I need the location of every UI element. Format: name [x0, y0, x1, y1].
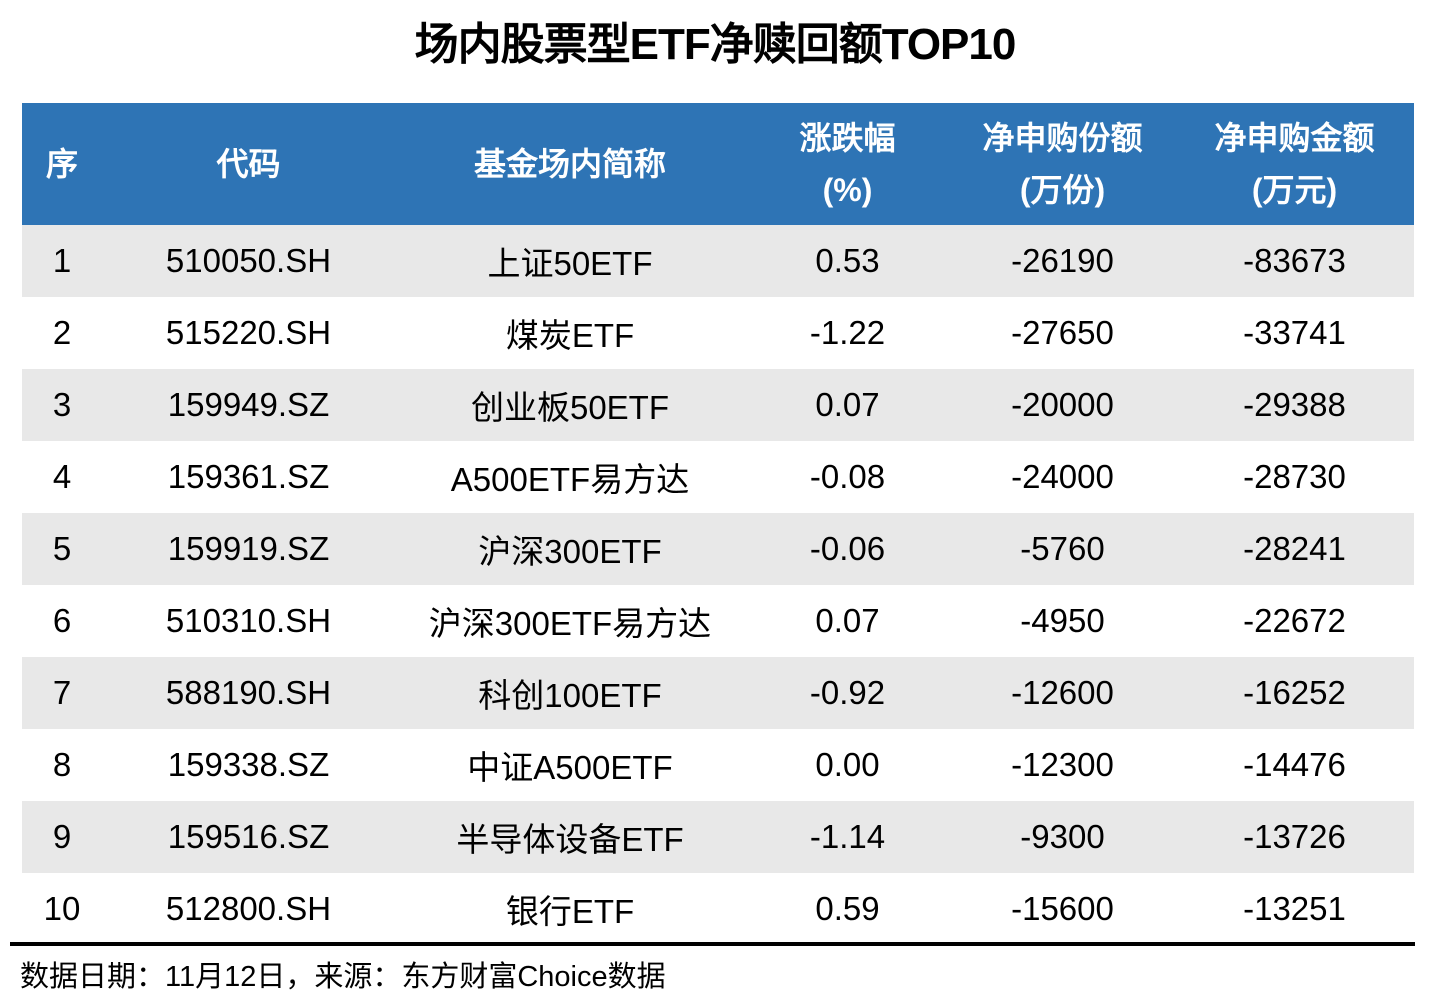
cell-change-pct: -0.08	[809, 458, 886, 495]
header-row: 序 代码 基金场内简称 涨跌幅 (%) 净申购份额 (万份) 净申购金额 (万	[22, 103, 1414, 225]
cell-net-amount: -28730	[1243, 458, 1346, 495]
footer-divider-rule	[10, 942, 1415, 946]
cell-rank: 7	[52, 674, 72, 711]
col-header-fund-name-label: 基金场内简称	[473, 146, 666, 182]
cell-rank: 2	[52, 314, 72, 351]
cell-code: 159361.SZ	[167, 458, 330, 495]
col-header-change-pct-unit: (%)	[822, 172, 873, 208]
cell-net-shares: -5760	[1020, 530, 1105, 567]
col-header-net-shares-unit: (万份)	[1019, 172, 1106, 208]
cell-change-pct: -0.06	[809, 530, 886, 567]
col-header-net-shares-label: 净申购份额	[982, 120, 1143, 156]
cell-fund-name: 银行ETF	[505, 893, 635, 930]
cell-fund-name: 煤炭ETF	[505, 317, 635, 354]
cell-change-pct: 0.00	[815, 746, 880, 783]
cell-change-pct: -1.14	[809, 818, 886, 855]
etf-redemption-table: 序 代码 基金场内简称 涨跌幅 (%) 净申购份额 (万份) 净申购金额 (万	[22, 103, 1414, 945]
cell-net-shares: -27650	[1011, 314, 1114, 351]
cell-code: 159338.SZ	[167, 746, 330, 783]
col-header-rank: 序	[22, 103, 102, 225]
col-header-net-amount-unit: (万元)	[1251, 172, 1338, 208]
table-row: 8 159338.SZ 中证A500ETF 0.00 -12300 -14476	[22, 729, 1414, 801]
col-header-code-label: 代码	[216, 146, 281, 182]
table-row: 1 510050.SH 上证50ETF 0.53 -26190 -83673	[22, 225, 1414, 297]
cell-rank: 5	[52, 530, 72, 567]
cell-fund-name: 沪深300ETF易方达	[428, 605, 712, 642]
cell-code: 512800.SH	[165, 890, 332, 927]
col-header-net-shares: 净申购份额 (万份)	[950, 103, 1175, 225]
cell-change-pct: -1.22	[809, 314, 886, 351]
cell-net-shares: -26190	[1011, 242, 1114, 279]
cell-change-pct: 0.07	[815, 386, 880, 423]
cell-net-shares: -20000	[1011, 386, 1114, 423]
cell-net-shares: -9300	[1020, 818, 1105, 855]
cell-fund-name: 沪深300ETF	[478, 533, 662, 570]
col-header-net-amount-label: 净申购金额	[1214, 120, 1375, 156]
cell-fund-name: 半导体设备ETF	[456, 821, 684, 858]
table-row: 3 159949.SZ 创业板50ETF 0.07 -20000 -29388	[22, 369, 1414, 441]
cell-fund-name: 上证50ETF	[487, 245, 653, 282]
cell-net-amount: -22672	[1243, 602, 1346, 639]
cell-change-pct: 0.59	[815, 890, 880, 927]
col-header-fund-name: 基金场内简称	[395, 103, 745, 225]
col-header-code: 代码	[102, 103, 395, 225]
cell-change-pct: -0.92	[809, 674, 886, 711]
table-row: 5 159919.SZ 沪深300ETF -0.06 -5760 -28241	[22, 513, 1414, 585]
cell-rank: 6	[52, 602, 72, 639]
cell-net-amount: -13726	[1243, 818, 1346, 855]
table-body: 1 510050.SH 上证50ETF 0.53 -26190 -83673 2…	[22, 225, 1414, 945]
cell-net-shares: -24000	[1011, 458, 1114, 495]
cell-code: 510310.SH	[165, 602, 332, 639]
cell-code: 510050.SH	[165, 242, 332, 279]
cell-net-shares: -12300	[1011, 746, 1114, 783]
cell-net-shares: -15600	[1011, 890, 1114, 927]
table-row: 10 512800.SH 银行ETF 0.59 -15600 -13251	[22, 873, 1414, 945]
cell-net-amount: -83673	[1243, 242, 1346, 279]
cell-net-amount: -16252	[1243, 674, 1346, 711]
cell-fund-name: 科创100ETF	[478, 677, 662, 714]
cell-fund-name: 中证A500ETF	[467, 749, 673, 786]
cell-fund-name: A500ETF易方达	[450, 461, 690, 498]
cell-change-pct: 0.53	[815, 242, 880, 279]
cell-fund-name: 创业板50ETF	[470, 389, 670, 426]
col-header-net-amount: 净申购金额 (万元)	[1175, 103, 1414, 225]
cell-rank: 10	[43, 890, 81, 927]
cell-net-amount: -14476	[1243, 746, 1346, 783]
cell-change-pct: 0.07	[815, 602, 880, 639]
table-row: 7 588190.SH 科创100ETF -0.92 -12600 -16252	[22, 657, 1414, 729]
cell-rank: 1	[52, 242, 72, 279]
col-header-change-pct: 涨跌幅 (%)	[745, 103, 950, 225]
cell-net-shares: -4950	[1020, 602, 1105, 639]
cell-net-amount: -28241	[1243, 530, 1346, 567]
cell-rank: 9	[52, 818, 72, 855]
cell-rank: 3	[52, 386, 72, 423]
cell-code: 159516.SZ	[167, 818, 330, 855]
cell-net-shares: -12600	[1011, 674, 1114, 711]
cell-net-amount: -13251	[1243, 890, 1346, 927]
cell-rank: 8	[52, 746, 72, 783]
page-title: 场内股票型ETF净赎回额TOP10	[414, 20, 1017, 69]
table-row: 6 510310.SH 沪深300ETF易方达 0.07 -4950 -2267…	[22, 585, 1414, 657]
table-row: 2 515220.SH 煤炭ETF -1.22 -27650 -33741	[22, 297, 1414, 369]
cell-code: 159949.SZ	[167, 386, 330, 423]
col-header-rank-label: 序	[45, 146, 78, 182]
table-row: 9 159516.SZ 半导体设备ETF -1.14 -9300 -13726	[22, 801, 1414, 873]
table-header: 序 代码 基金场内简称 涨跌幅 (%) 净申购份额 (万份) 净申购金额 (万	[22, 103, 1414, 225]
cell-net-amount: -29388	[1243, 386, 1346, 423]
col-header-change-pct-label: 涨跌幅	[799, 120, 896, 156]
cell-net-amount: -33741	[1243, 314, 1346, 351]
cell-code: 159919.SZ	[167, 530, 330, 567]
table-row: 4 159361.SZ A500ETF易方达 -0.08 -24000 -287…	[22, 441, 1414, 513]
cell-code: 588190.SH	[165, 674, 332, 711]
data-source-note: 数据日期：11月12日，来源：东方财富Choice数据	[20, 961, 666, 993]
cell-code: 515220.SH	[165, 314, 332, 351]
cell-rank: 4	[52, 458, 72, 495]
